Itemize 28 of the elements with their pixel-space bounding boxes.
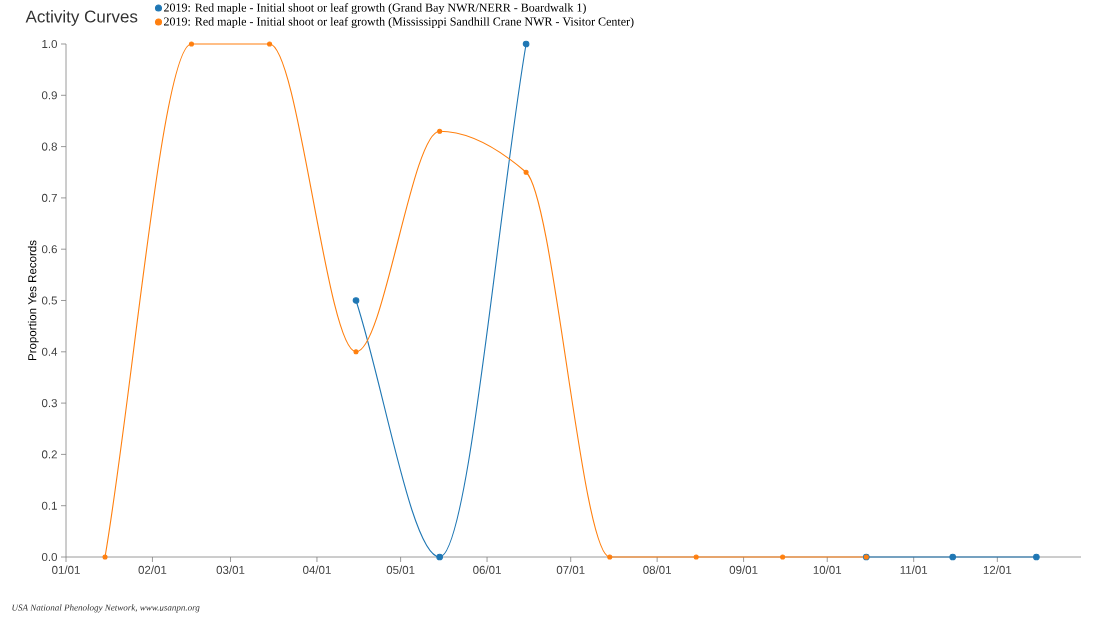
y-tick-label: 0.9 [41,91,57,100]
x-tick-label: 07/01 [556,565,585,574]
x-tick-label: 05/01 [386,565,415,574]
y-tick-label: 0.4 [41,347,58,356]
y-tick-label: 0.7 [41,193,57,202]
x-tick-label: 01/01 [52,565,80,574]
y-tick-label: 0.8 [41,142,57,151]
legend-label: 2019: Red maple - Initial shoot or leaf growth (Mississippi Sandhill Crane NWR - Visitor Center) [164,17,634,29]
y-tick-label: 0.6 [41,245,57,254]
x-tick-label: 12/01 [983,565,1012,574]
x-tick-label: 10/01 [813,565,842,574]
x-tick-label: 04/01 [303,565,331,574]
y-tick-label: 0.5 [41,296,57,305]
x-tick-label: 02/01 [138,565,167,574]
y-tick-label: 0.2 [41,450,57,459]
x-tick-label: 06/01 [473,565,501,574]
y-tick-label: 0.3 [41,399,57,408]
text: USA National Phenology Network, www.usanpn.org [12,604,200,613]
legend-label: 2019: Red maple - Initial shoot or leaf growth (Grand Bay NWR/NERR - Boardwalk 1) [164,3,586,15]
y-tick-label: 0.1 [41,501,57,510]
x-tick-label: 08/01 [643,565,671,574]
x-tick-label: 09/01 [729,565,758,574]
x-tick-label: 11/01 [900,565,928,574]
x-tick-label: 03/01 [216,565,245,574]
chart-title: Activity Curves [25,10,138,26]
y-tick-label: 0.0 [41,552,58,562]
y-axis-title: Proportion Yes Records [27,240,39,361]
y-tick-label: 1.0 [42,39,58,49]
